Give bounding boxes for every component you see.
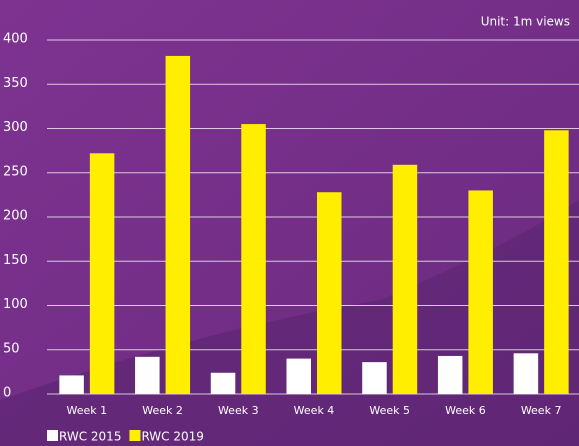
- bar: [468, 190, 493, 394]
- y-tick-label: 200: [3, 209, 28, 224]
- bar: [59, 375, 84, 394]
- bar: [89, 153, 115, 394]
- bar: [241, 124, 266, 394]
- y-tick-label: 250: [3, 164, 28, 179]
- y-tick-label: 400: [3, 32, 28, 47]
- y-tick-label: 100: [3, 297, 28, 312]
- legend-swatch: [47, 430, 58, 441]
- bar: [513, 353, 539, 394]
- bar: [392, 164, 418, 394]
- y-tick-label: 150: [3, 253, 28, 268]
- legend-label: RWC 2019: [141, 430, 203, 444]
- x-tick-label: Week 3: [218, 404, 259, 417]
- y-tick-label: 0: [3, 386, 11, 401]
- x-tick-label: Week 2: [142, 404, 183, 417]
- x-tick-label: Week 1: [67, 404, 108, 417]
- x-tick-label: Week 4: [294, 404, 335, 417]
- x-tick-label: Week 5: [369, 404, 410, 417]
- bar: [317, 192, 342, 394]
- y-tick-label: 50: [3, 341, 20, 356]
- x-tick-label: Week 7: [521, 404, 562, 417]
- unit-note: Unit: 1m views: [481, 15, 570, 29]
- bar: [362, 362, 387, 394]
- legend-label: RWC 2015: [59, 430, 121, 444]
- x-tick-label: Week 6: [445, 404, 486, 417]
- bar: [544, 130, 569, 394]
- y-tick-label: 350: [3, 76, 28, 91]
- legend-swatch: [129, 430, 141, 441]
- y-tick-label: 300: [3, 120, 28, 135]
- bar: [165, 55, 191, 395]
- bar: [135, 356, 160, 394]
- bar: [437, 355, 463, 394]
- bar: [210, 372, 236, 394]
- bar: [286, 358, 311, 394]
